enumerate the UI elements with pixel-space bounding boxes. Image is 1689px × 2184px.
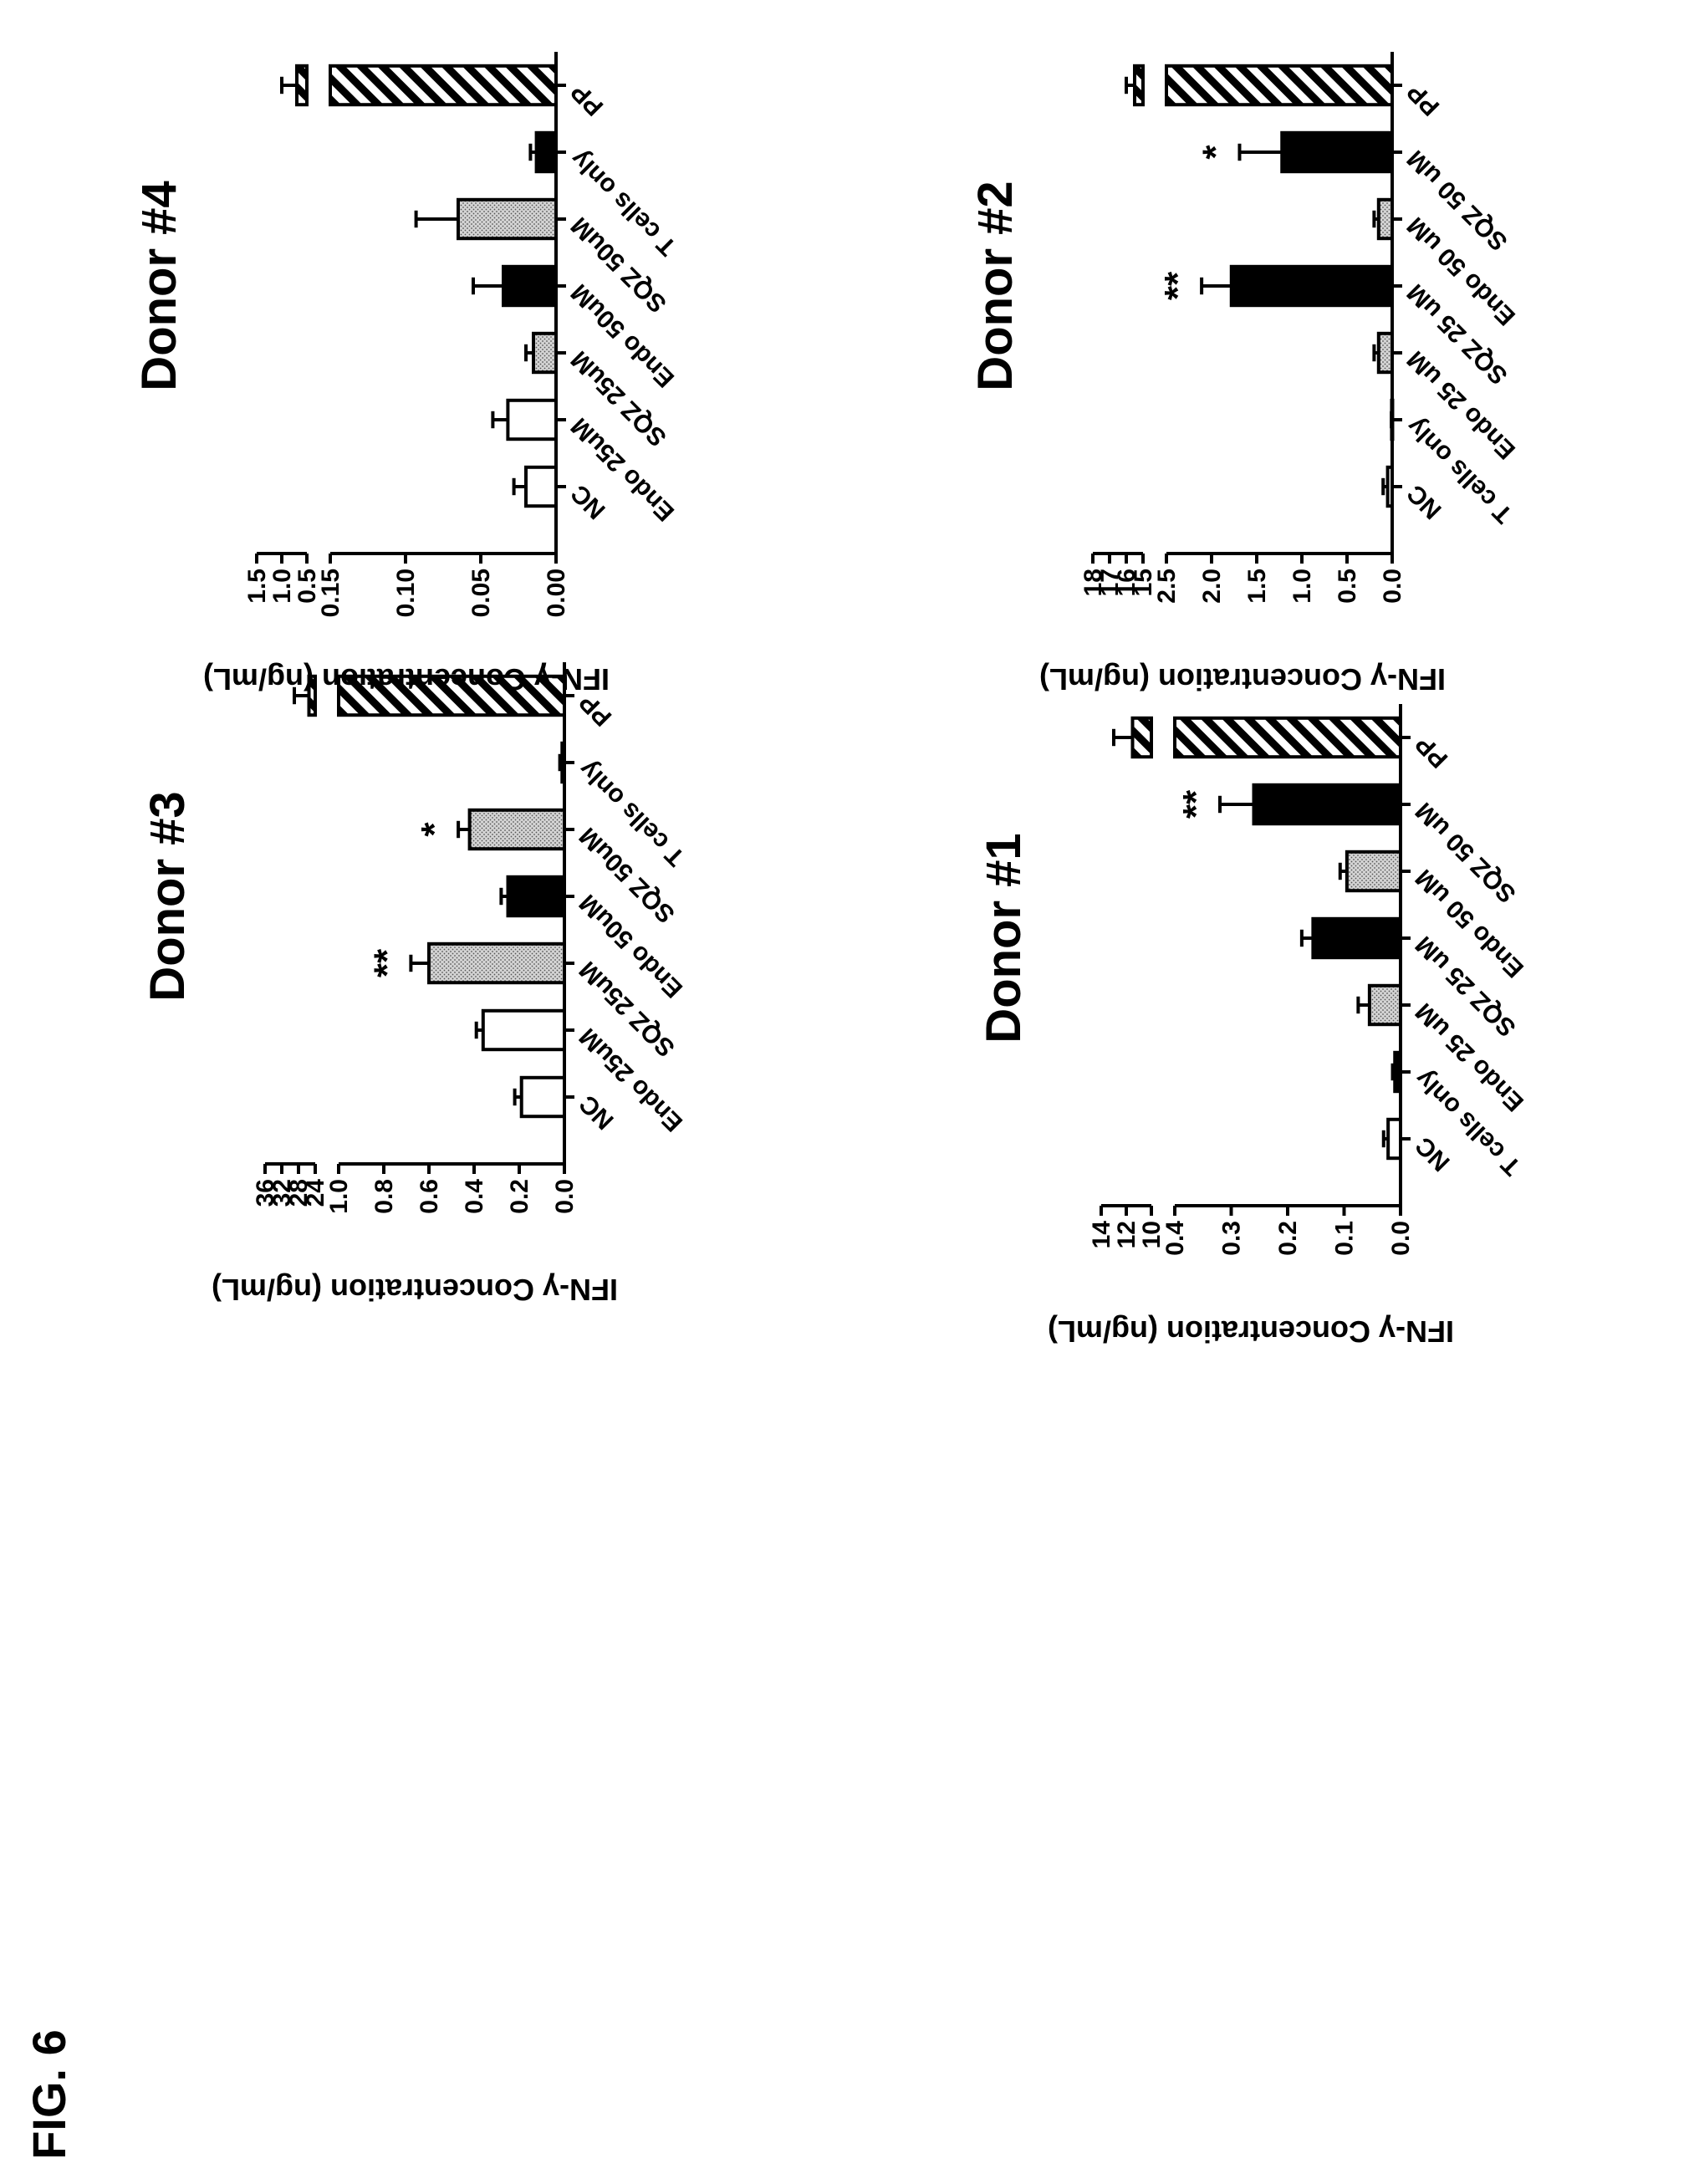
bar <box>519 1075 567 1119</box>
bar <box>1376 331 1394 375</box>
bar-upper-segment <box>1130 716 1153 759</box>
y-tick-label: 0.2 <box>1274 1221 1302 1256</box>
significance-marker: ** <box>1157 271 1198 300</box>
y-tick-label: 0.5 <box>293 569 321 604</box>
y-tick-label: 0.0 <box>1387 1221 1415 1256</box>
y-tick-label: 10 <box>1138 1221 1166 1248</box>
bar <box>1280 130 1394 174</box>
x-tick-label: NC <box>566 479 611 524</box>
y-tick-label: 0.2 <box>506 1179 533 1214</box>
panel-donor-1: Donor #1 IFN-γ Concentration (ng/mL) 0.0 0.… <box>970 687 1529 1349</box>
x-tick-label: NC <box>1402 479 1447 524</box>
bar <box>1386 1117 1402 1161</box>
y-tick-label: 1.5 <box>1243 569 1271 604</box>
bar <box>337 674 566 717</box>
significance-marker: ** <box>366 948 407 977</box>
y-tick-label: 36 <box>252 1179 279 1207</box>
y-tick-label: 0.00 <box>543 569 570 617</box>
bar <box>1385 465 1395 508</box>
panel-donor-2: Donor #2 IFN-γ Concentration (ng/mL) 0.0 0.… <box>962 35 1521 697</box>
bar-upper-segment <box>295 64 309 107</box>
panel-donor-4: Donor #4 IFN-γ Concentration (ng/mL) 0.00 0… <box>125 35 681 697</box>
x-tick-label: NC <box>1411 1131 1456 1176</box>
y-tick-label: 0.4 <box>461 1179 488 1214</box>
y-tick-label: 32 <box>268 1179 296 1207</box>
bar <box>524 465 558 508</box>
y-tick-label: 1.0 <box>1288 569 1316 604</box>
bar <box>1311 916 1402 960</box>
bar-upper-segment <box>1133 64 1145 107</box>
y-tick-label: 0.3 <box>1218 1221 1246 1256</box>
bar <box>1252 783 1402 826</box>
bar <box>1173 716 1402 759</box>
bar <box>534 130 559 174</box>
y-tick-label: 0.15 <box>317 569 344 617</box>
y-tick-label: 18 <box>1079 569 1107 596</box>
bar <box>502 264 558 308</box>
bar <box>506 875 566 918</box>
chart-title: Donor #3 <box>140 791 195 1001</box>
chart-title: Donor #1 <box>977 833 1031 1043</box>
bar <box>457 197 558 241</box>
y-tick-label: 16 <box>1113 569 1140 596</box>
significance-marker: ** <box>1176 789 1217 819</box>
bar <box>481 1008 566 1052</box>
y-axis-label: IFN-γ Concentration (ng/mL) <box>1048 1314 1454 1349</box>
chart-svg: Donor #2 IFN-γ Concentration (ng/mL) 0.0 0.… <box>968 52 1521 697</box>
y-tick-label: 28 <box>285 1179 313 1207</box>
y-tick-label: 12 <box>1113 1221 1140 1248</box>
y-tick-label: 0.8 <box>370 1179 398 1214</box>
bar <box>1229 264 1395 308</box>
y-tick-label: 0.6 <box>416 1179 443 1214</box>
y-tick-label: 0.1 <box>1331 1221 1359 1256</box>
bar <box>532 331 558 375</box>
bar <box>329 64 558 107</box>
bar <box>467 808 567 851</box>
y-tick-label: 1.0 <box>268 569 296 604</box>
chart-title: Donor #2 <box>968 181 1023 390</box>
chart-svg: Donor #3 IFN-γ Concentration (ng/mL) 0.0 0.… <box>140 662 690 1307</box>
chart-svg: Donor #4 IFN-γ Concentration (ng/mL) 0.00 0… <box>132 52 681 697</box>
y-tick-label: 0.0 <box>551 1179 579 1214</box>
y-axis-label: IFN-γ Concentration (ng/mL) <box>1039 662 1446 697</box>
y-axis-label: IFN-γ Concentration (ng/mL) <box>212 1273 618 1307</box>
bar <box>1165 64 1394 107</box>
bar <box>506 398 558 441</box>
chart-svg: Donor #1 IFN-γ Concentration (ng/mL) 0.0 0.… <box>977 704 1529 1349</box>
y-tick-label: 0.05 <box>467 569 495 617</box>
y-tick-label: 0.5 <box>1334 569 1361 604</box>
y-tick-label: 1.0 <box>325 1179 353 1214</box>
y-tick-label: 15 <box>1130 569 1157 596</box>
y-tick-label: 14 <box>1088 1221 1115 1249</box>
significance-marker: * <box>1195 145 1236 160</box>
bar <box>1345 850 1402 893</box>
bar <box>1367 983 1402 1027</box>
y-tick-label: 2.5 <box>1153 569 1181 604</box>
y-tick-label: 0.0 <box>1379 569 1406 604</box>
y-tick-label: 2.0 <box>1198 569 1226 604</box>
bar <box>560 741 566 784</box>
y-tick-label: 1.5 <box>243 569 271 604</box>
y-tick-label: 17 <box>1096 569 1124 596</box>
y-tick-label: 0.4 <box>1161 1221 1189 1256</box>
y-tick-label: 0.10 <box>392 569 420 617</box>
x-tick-label: PP <box>1402 78 1446 121</box>
y-tick-label: 24 <box>302 1179 329 1207</box>
panel-donor-3: Donor #3 IFN-γ Concentration (ng/mL) 0.0 0.… <box>134 646 690 1307</box>
y-axis-label: IFN-γ Concentration (ng/mL) <box>203 662 610 697</box>
bar <box>427 941 566 985</box>
chart-title: Donor #4 <box>132 181 186 390</box>
bar <box>1393 1050 1402 1094</box>
significance-marker: * <box>414 822 455 837</box>
x-tick-label: PP <box>1411 730 1454 773</box>
bar <box>1376 197 1394 241</box>
x-tick-label: PP <box>566 78 610 121</box>
x-tick-label: NC <box>574 1089 620 1135</box>
